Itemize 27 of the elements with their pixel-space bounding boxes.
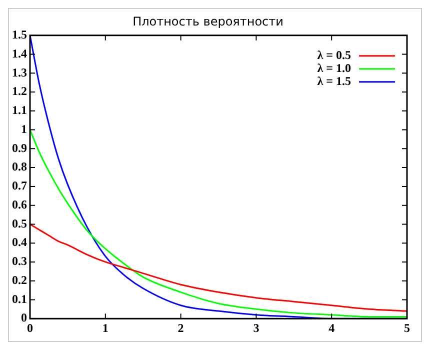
line-series bbox=[30, 223, 407, 312]
y-tick-label: 0.1 bbox=[12, 292, 27, 306]
y-tick-label: 0.8 bbox=[12, 160, 27, 174]
x-tick-label: 4 bbox=[328, 320, 335, 335]
y-tick-label: 1.4 bbox=[12, 46, 27, 60]
y-tick-label: 1 bbox=[21, 122, 27, 136]
x-tick-label: 1 bbox=[102, 320, 108, 335]
line-series bbox=[30, 129, 407, 318]
y-tick-label: 0.4 bbox=[12, 235, 27, 250]
legend-label: λ = 0.5 bbox=[317, 48, 351, 62]
y-tick-label: 1.1 bbox=[12, 103, 27, 118]
y-tick-label: 0.5 bbox=[12, 216, 27, 230]
x-tick-label: 3 bbox=[253, 320, 260, 335]
y-tick-label: 1.3 bbox=[12, 65, 27, 80]
x-tick-label: 5 bbox=[404, 320, 410, 335]
legend-label: λ = 1.0 bbox=[317, 60, 351, 75]
y-tick-label: 0.7 bbox=[12, 178, 27, 193]
y-tick-label: 1.2 bbox=[12, 84, 27, 98]
y-tick-label: 0.9 bbox=[12, 140, 27, 155]
legend-label: λ = 1.5 bbox=[317, 74, 351, 88]
y-tick-label: 1.5 bbox=[12, 27, 27, 42]
x-tick-label: 2 bbox=[178, 320, 184, 335]
y-tick-label: 0.6 bbox=[12, 197, 27, 212]
chart-title: Плотность вероятности bbox=[132, 14, 284, 28]
y-tick-label: 0.3 bbox=[12, 254, 27, 268]
y-tick-label: 0 bbox=[21, 310, 27, 325]
y-tick-label: 0.2 bbox=[12, 272, 27, 287]
